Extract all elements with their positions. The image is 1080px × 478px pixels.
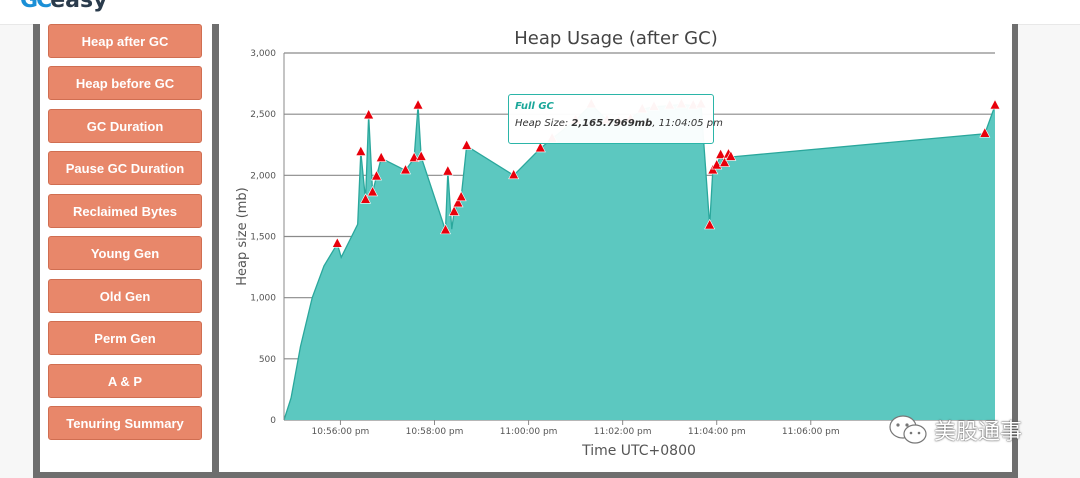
- gc-event-marker[interactable]: [989, 98, 1001, 110]
- x-axis-label: Time UTC+0800: [581, 443, 696, 459]
- y-tick-label: 2,000: [250, 171, 276, 181]
- gc-event-marker[interactable]: [367, 185, 379, 197]
- heap-line: [283, 103, 996, 421]
- gc-event-marker[interactable]: [331, 237, 343, 248]
- y-tick-label: 1,000: [250, 294, 276, 304]
- x-tick-label: 11:00:00 pm: [500, 427, 558, 437]
- wechat-icon: [889, 415, 927, 444]
- x-tick-label: 10:56:00 pm: [312, 427, 370, 437]
- gc-event-marker[interactable]: [452, 196, 464, 208]
- gc-event-marker[interactable]: [534, 141, 546, 153]
- gc-event-marker[interactable]: [725, 150, 737, 161]
- y-tick-label: 1,500: [250, 233, 276, 243]
- old-gen-button[interactable]: Old Gen: [48, 279, 202, 313]
- gc-event-marker[interactable]: [719, 156, 731, 167]
- heap-area: [284, 104, 995, 420]
- young-gen-button[interactable]: Young Gen: [48, 236, 202, 270]
- logo-text: easy: [50, 0, 108, 13]
- y-tick-label: 0: [270, 416, 276, 426]
- chart-panel: 0 500 1,000 1,500 2,000 2,500 3,000 10:56:00 pm…: [219, 24, 1012, 472]
- y-axis-label: Heap size (mb): [235, 187, 250, 286]
- heap-before-gc-button[interactable]: Heap before GC: [48, 66, 202, 100]
- gc-event-marker[interactable]: [442, 165, 454, 176]
- gc-event-marker[interactable]: [439, 223, 451, 235]
- x-tick-label: 10:58:00 pm: [406, 427, 464, 437]
- y-tick-label: 500: [259, 355, 276, 365]
- y-tick-label: 3,000: [250, 49, 276, 59]
- gc-event-marker[interactable]: [360, 193, 372, 204]
- heap-usage-chart[interactable]: 0 500 1,000 1,500 2,000 2,500 3,000 10:56:00 pm…: [219, 24, 1012, 472]
- x-tick-label: 11:02:00 pm: [594, 427, 652, 437]
- gc-event-marker[interactable]: [715, 148, 727, 159]
- point-tooltip: Full GC Heap Size: 2,165.7969mb, 11:04:0…: [508, 94, 723, 144]
- tenuring-summary-button[interactable]: Tenuring Summary: [48, 406, 202, 440]
- tooltip-body: Heap Size: 2,165.7969mb, 11:04:05 pm: [515, 118, 723, 129]
- gc-event-marker[interactable]: [704, 218, 716, 230]
- gc-event-marker[interactable]: [461, 139, 473, 150]
- gc-event-marker[interactable]: [375, 151, 387, 163]
- gc-event-marker[interactable]: [363, 108, 375, 120]
- watermark: 美股通事: [888, 410, 1022, 450]
- tooltip-title: Full GC: [515, 101, 554, 112]
- gc-event-marker[interactable]: [355, 145, 367, 156]
- gc-event-marker[interactable]: [371, 169, 382, 181]
- gc-event-marker[interactable]: [455, 190, 467, 202]
- tooltip-time: 11:04:05 pm: [658, 118, 723, 129]
- chart-title: Heap Usage (after GC): [514, 28, 717, 49]
- top-header: GCeasy: [0, 0, 1080, 25]
- a-and-p-button[interactable]: A & P: [48, 364, 202, 398]
- gc-event-marker[interactable]: [448, 205, 460, 216]
- heap-after-gc-button[interactable]: Heap after GC: [48, 24, 202, 58]
- app-logo[interactable]: GCeasy: [20, 0, 107, 13]
- sidebar: Heap after GC Heap before GC GC Duration…: [40, 24, 212, 472]
- reclaimed-bytes-button[interactable]: Reclaimed Bytes: [48, 194, 202, 228]
- tooltip-label: Heap Size:: [515, 118, 569, 129]
- watermark-text: 美股通事: [934, 420, 1023, 445]
- gc-event-marker[interactable]: [508, 168, 520, 180]
- x-tick-label: 11:06:00 pm: [782, 427, 840, 437]
- gc-event-marker[interactable]: [412, 98, 424, 110]
- gc-event-marker[interactable]: [400, 163, 412, 175]
- x-tick-label: 11:04:00 pm: [688, 427, 746, 437]
- gc-event-marker[interactable]: [979, 127, 991, 138]
- gc-duration-button[interactable]: GC Duration: [48, 109, 202, 143]
- y-tick-label: 2,500: [250, 110, 276, 120]
- logo-mark-icon: GC: [20, 0, 52, 13]
- perm-gen-button[interactable]: Perm Gen: [48, 321, 202, 355]
- pause-gc-duration-button[interactable]: Pause GC Duration: [48, 151, 202, 185]
- gc-event-marker[interactable]: [415, 150, 427, 161]
- tooltip-value: 2,165.7969mb: [571, 118, 653, 129]
